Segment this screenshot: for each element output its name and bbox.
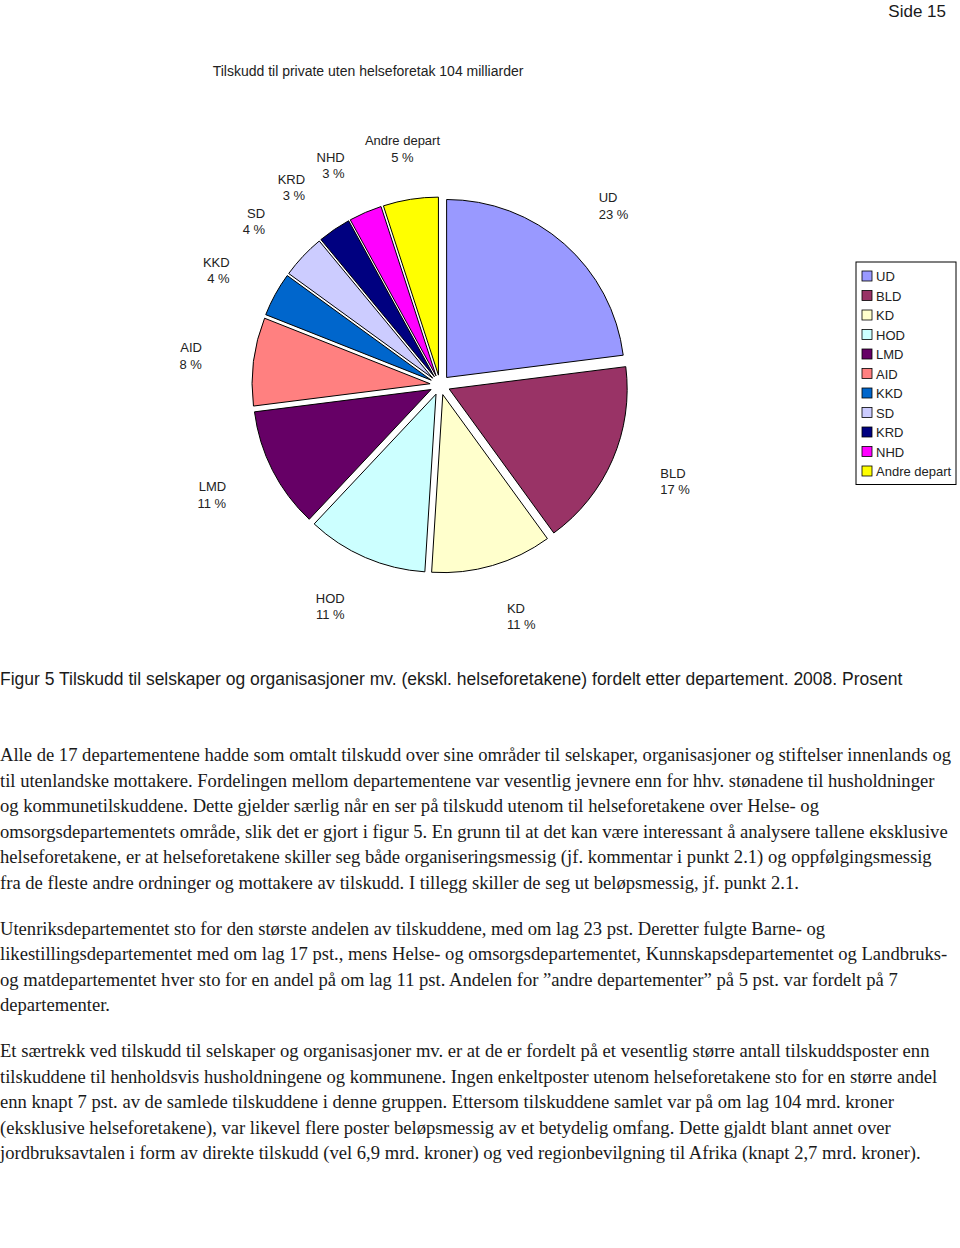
svg-text:NHD3 %: NHD3 %: [317, 150, 346, 181]
svg-text:KKD: KKD: [876, 386, 903, 401]
svg-text:KD: KD: [876, 308, 894, 323]
svg-text:KKD4 %: KKD4 %: [203, 255, 230, 286]
svg-text:KRD: KRD: [876, 425, 903, 440]
svg-text:NHD: NHD: [876, 445, 904, 460]
svg-text:BLD: BLD: [876, 289, 901, 304]
svg-text:SD4 %: SD4 %: [243, 206, 266, 237]
svg-text:LMD: LMD: [876, 347, 903, 362]
svg-text:BLD17 %: BLD17 %: [660, 466, 690, 497]
svg-text:UD: UD: [876, 269, 895, 284]
svg-text:UD23 %: UD23 %: [599, 190, 629, 221]
svg-text:KD11 %: KD11 %: [507, 601, 536, 632]
html-text:Figur 5 Tilskudd til selskaper: Figur 5 Tilskudd til selskaper og organi…: [0, 669, 903, 689]
svg-text:HOD: HOD: [876, 328, 905, 343]
svg-text:HOD11 %: HOD11 %: [316, 591, 345, 622]
html-text:Et særtrekk ved tilskudd til s: Et særtrekk ved tilskudd til selskaper o…: [0, 1039, 938, 1164]
svg-text:AID: AID: [876, 367, 898, 382]
svg-text:KRD3 %: KRD3 %: [278, 172, 306, 203]
svg-text:Tilskudd til private uten hels: Tilskudd til private uten helseforetak 1…: [213, 63, 524, 79]
html-text:Alle de 17 departementene hadd: Alle de 17 departementene hadde som omta…: [0, 744, 952, 893]
svg-text:SD: SD: [876, 406, 894, 421]
svg-text:Andre depart: Andre depart: [876, 464, 952, 479]
html-text:Side 15: Side 15: [888, 2, 946, 21]
svg-text:LMD11 %: LMD11 %: [197, 479, 226, 510]
html-text:Utenriksdepartementet sto for: Utenriksdepartementet sto for den størst…: [0, 917, 948, 1016]
svg-text:Andre depart5 %: Andre depart5 %: [365, 133, 441, 164]
svg-text:AID8 %: AID8 %: [179, 340, 202, 371]
